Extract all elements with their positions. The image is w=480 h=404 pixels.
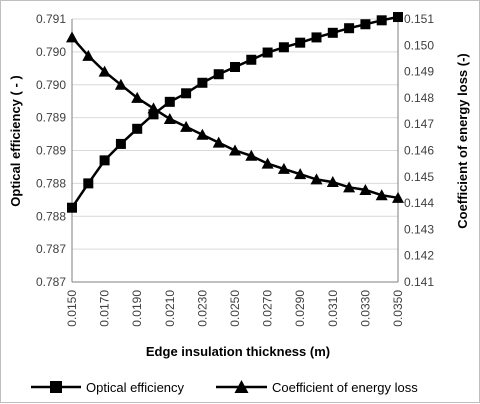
data-point-square bbox=[230, 61, 240, 72]
x-axis-ticks: 0.0150 0.0170 0.0190 0.0210 0.0230 0.0250 0.02… bbox=[65, 290, 405, 327]
data-point-square bbox=[360, 19, 371, 30]
x-tick-label: 0.0350 bbox=[391, 290, 405, 327]
x-tick-label: 0.0150 bbox=[65, 290, 79, 327]
x-tick-label: 0.0210 bbox=[163, 290, 177, 327]
data-point-triangle bbox=[131, 91, 144, 103]
x-tick-label: 0.0230 bbox=[195, 290, 209, 327]
left-tick-label: 0.789 bbox=[36, 144, 66, 158]
left-tick-label: 0.787 bbox=[36, 242, 66, 256]
right-tick-label: 0.143 bbox=[404, 222, 434, 236]
right-tick-label: 0.147 bbox=[404, 117, 434, 131]
data-point-triangle bbox=[245, 149, 258, 161]
series-optical-efficiency bbox=[67, 12, 403, 213]
x-tick-label: 0.0250 bbox=[228, 290, 242, 327]
left-tick-label: 0.788 bbox=[36, 176, 66, 190]
right-tick-label: 0.142 bbox=[404, 249, 434, 263]
data-point-triangle bbox=[114, 78, 127, 90]
data-point-square bbox=[311, 32, 322, 43]
data-point-triangle bbox=[375, 189, 388, 201]
right-tick-label: 0.150 bbox=[404, 38, 434, 52]
left-tick-label: 0.790 bbox=[36, 45, 66, 59]
data-point-triangle bbox=[147, 102, 160, 114]
x-tick-label: 0.0170 bbox=[98, 290, 112, 327]
legend-label-coefficient-of-energy-loss: Coefficient of energy loss bbox=[272, 380, 418, 395]
right-tick-label: 0.148 bbox=[404, 91, 434, 105]
data-point-triangle bbox=[196, 128, 209, 140]
left-axis-title: Optical efficiency ( - ) bbox=[8, 75, 23, 206]
left-tick-label: 0.790 bbox=[36, 78, 66, 92]
data-point-triangle bbox=[212, 136, 225, 148]
legend-label-optical-efficiency: Optical efficiency bbox=[86, 380, 185, 395]
right-axis-ticks: 0.141 0.142 0.143 0.144 0.145 0.146 0.147 0.148… bbox=[404, 12, 434, 289]
right-axis-title: Coefficient of energy loss (-) bbox=[455, 53, 470, 229]
data-point-triangle bbox=[294, 168, 307, 180]
data-point-triangle bbox=[310, 173, 323, 185]
data-point-square bbox=[327, 27, 338, 38]
data-point-square bbox=[278, 42, 289, 53]
left-tick-label: 0.788 bbox=[36, 209, 66, 223]
data-point-square bbox=[83, 178, 94, 189]
data-point-square bbox=[295, 37, 306, 48]
right-tick-label: 0.141 bbox=[404, 275, 434, 289]
data-point-square bbox=[246, 54, 257, 65]
right-tick-label: 0.145 bbox=[404, 170, 434, 184]
data-point-triangle bbox=[326, 176, 339, 188]
left-tick-label: 0.791 bbox=[36, 12, 66, 26]
data-point-square bbox=[181, 88, 192, 99]
data-point-square bbox=[99, 155, 110, 166]
data-point-triangle bbox=[66, 31, 78, 43]
series-line bbox=[70, 15, 399, 209]
right-tick-label: 0.144 bbox=[404, 196, 434, 210]
series-group bbox=[66, 12, 404, 213]
data-point-triangle bbox=[277, 162, 290, 174]
data-point-square bbox=[376, 15, 387, 26]
data-point-triangle bbox=[163, 112, 176, 124]
data-point-square bbox=[164, 96, 175, 107]
data-point-square bbox=[393, 12, 403, 23]
data-point-square bbox=[197, 77, 208, 88]
data-point-square bbox=[115, 138, 126, 149]
legend-entry-coefficient-of-energy-loss: Coefficient of energy loss bbox=[216, 380, 418, 395]
data-point-triangle bbox=[343, 181, 356, 193]
data-point-square bbox=[67, 202, 77, 213]
data-point-triangle bbox=[180, 120, 193, 132]
left-axis-ticks: 0.787 0.787 0.788 0.788 0.789 0.789 0.790 0.790… bbox=[36, 12, 66, 289]
data-point-square bbox=[262, 47, 273, 58]
data-point-triangle bbox=[229, 144, 241, 156]
left-tick-label: 0.789 bbox=[36, 111, 66, 125]
series-coefficient-of-energy-loss bbox=[66, 31, 404, 203]
data-point-triangle bbox=[392, 191, 404, 203]
legend: Optical efficiency Coefficient of energy… bbox=[31, 380, 418, 395]
data-point-triangle bbox=[82, 49, 95, 61]
x-tick-label: 0.0310 bbox=[326, 290, 340, 327]
data-point-square bbox=[148, 109, 159, 120]
x-tick-label: 0.0270 bbox=[261, 290, 275, 327]
x-tick-label: 0.0330 bbox=[358, 290, 372, 327]
data-point-square bbox=[132, 123, 143, 134]
data-point-square bbox=[344, 23, 355, 34]
right-tick-label: 0.146 bbox=[404, 144, 434, 158]
data-point-triangle bbox=[261, 157, 274, 169]
data-point-triangle bbox=[98, 65, 111, 77]
left-tick-label: 0.787 bbox=[36, 275, 66, 289]
right-tick-label: 0.149 bbox=[404, 65, 434, 79]
data-point-square bbox=[213, 69, 224, 80]
legend-entry-optical-efficiency: Optical efficiency bbox=[31, 380, 185, 395]
data-point-triangle bbox=[359, 183, 372, 195]
right-tick-label: 0.151 bbox=[404, 12, 434, 26]
x-tick-label: 0.0190 bbox=[130, 290, 144, 327]
x-tick-label: 0.0290 bbox=[293, 290, 307, 327]
x-axis-title: Edge insulation thickness (m) bbox=[146, 344, 330, 359]
